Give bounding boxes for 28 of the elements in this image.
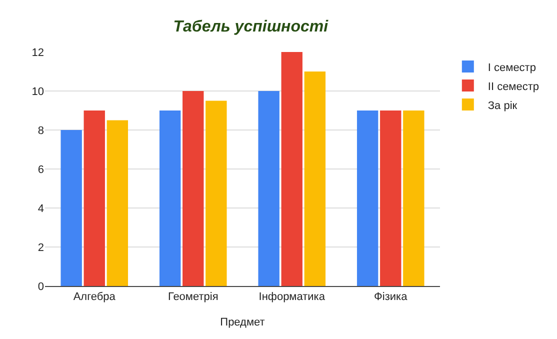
y-tick-label: 12 — [32, 46, 44, 59]
legend-label: За рік — [488, 100, 518, 112]
y-tick-label: 6 — [38, 164, 44, 176]
y-tick-label: 4 — [38, 202, 44, 215]
bar — [182, 91, 204, 286]
bar — [159, 110, 181, 286]
x-tick-label: Геометрія — [168, 291, 218, 304]
y-tick-label: 2 — [38, 242, 44, 254]
bar — [356, 110, 378, 286]
legend-label: I семестр — [488, 62, 536, 74]
bar — [403, 110, 424, 286]
x-axis-title: Предмет — [220, 316, 265, 328]
bar — [84, 110, 105, 286]
x-tick-label: Інформатика — [258, 291, 326, 304]
bar — [380, 110, 402, 286]
bar — [206, 100, 227, 286]
y-tick-label: 0 — [38, 280, 44, 293]
legend-label: II семестр — [488, 80, 540, 93]
chart-title: Табель успішності — [173, 18, 329, 36]
bar — [60, 130, 82, 286]
bar — [258, 91, 280, 286]
y-tick-label: 10 — [32, 86, 44, 98]
bar — [281, 52, 302, 286]
y-tick-label: 8 — [38, 124, 44, 137]
bar — [304, 72, 326, 286]
x-tick-label: Алгебра — [73, 291, 116, 304]
x-tick-label: Фізика — [374, 291, 408, 304]
bar — [106, 120, 128, 286]
